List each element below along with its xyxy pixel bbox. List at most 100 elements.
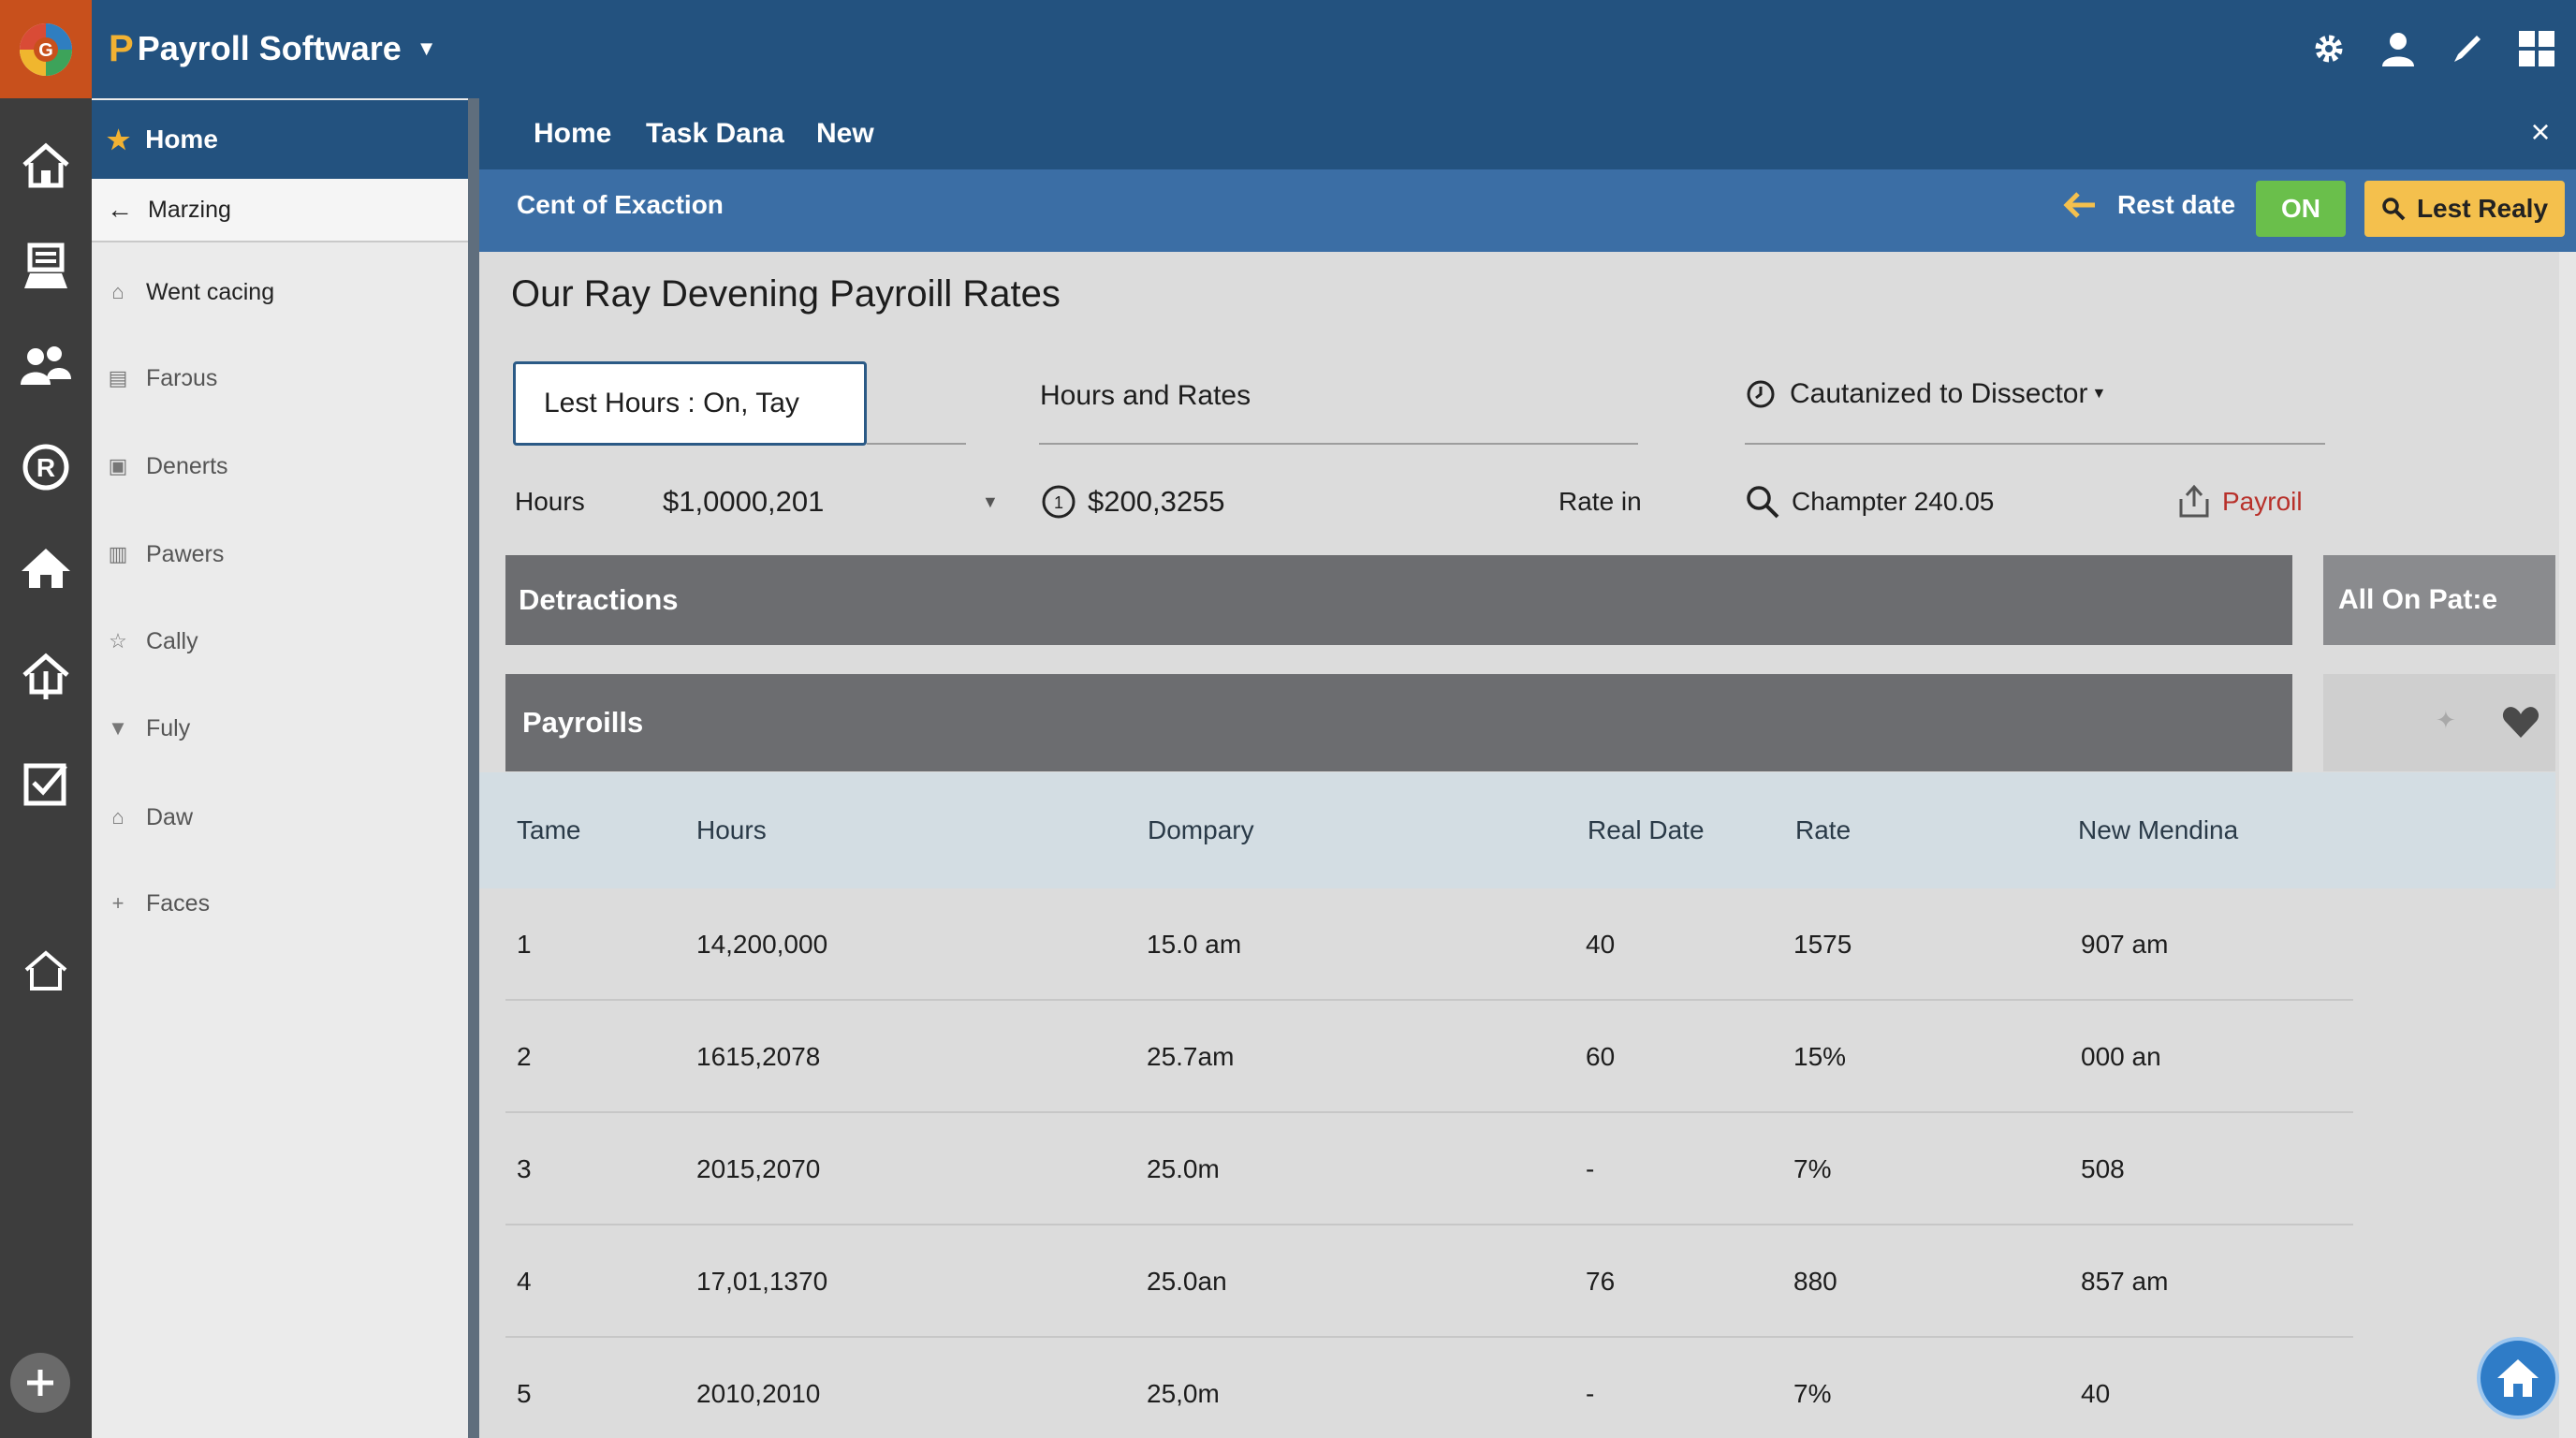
table-cell: 76 [1586, 1267, 1616, 1296]
home-fab-button[interactable] [2477, 1337, 2559, 1419]
close-icon[interactable]: × [2530, 112, 2551, 151]
app-logo-letter: P [109, 27, 134, 69]
chevron-down-icon[interactable]: ▼ [416, 37, 437, 60]
table-row[interactable]: 5 2010,2010 25,0m - 7% 40 [479, 1338, 2555, 1438]
sidebar-item-label: Cally [146, 627, 198, 654]
table-cell: 5 [517, 1379, 532, 1408]
favorite-panel: ✦ [2323, 674, 2555, 771]
customized-dropdown[interactable]: Cautanized to Dissector ▼ [1745, 378, 2106, 410]
home-icon[interactable] [16, 136, 76, 196]
lest-realy-button[interactable]: Lest Realy [2364, 181, 2565, 237]
sidebar-item-marzing[interactable]: ← Marzing [92, 179, 468, 242]
sidebar-item-label: Went cacing [146, 278, 275, 305]
table-header: Tame Hours Dompary Real Date Rate New Me… [479, 772, 2555, 888]
app-logo[interactable]: G [0, 0, 92, 98]
sparkle-icon[interactable]: ✦ [2436, 706, 2456, 734]
sidebar-item-home[interactable]: ★ Home [92, 100, 468, 179]
table-cell: - [1586, 1379, 1595, 1408]
gear-icon[interactable] [2308, 21, 2349, 77]
sidebar-item-label: Farɔus [146, 364, 218, 391]
search-icon [2382, 198, 2406, 221]
chevron-down-icon[interactable]: ▼ [982, 492, 999, 511]
table-cell: 15.0 am [1147, 930, 1242, 959]
clock-icon [1747, 380, 1775, 408]
rest-date-label: Rest date [2117, 190, 2236, 219]
svg-text:1: 1 [1054, 493, 1063, 512]
all-on-page-button[interactable]: All On Pat:e [2323, 555, 2555, 645]
table-cell: 000 an [2081, 1042, 2161, 1071]
customized-label: Cautanized to Dissector [1790, 378, 2088, 409]
table-cell: 17,01,1370 [696, 1267, 828, 1296]
tab-new[interactable]: New [816, 118, 874, 149]
column-header-dompary[interactable]: Dompary [1148, 815, 1254, 844]
table-cell: 7% [1793, 1154, 1832, 1183]
table-cell: 7% [1793, 1379, 1832, 1408]
svg-text:R: R [37, 453, 55, 482]
heart-icon[interactable] [2501, 704, 2540, 740]
sidebar-item-pawers[interactable]: ▥ Pawers [92, 526, 468, 582]
table-row[interactable]: 1 14,200,000 15.0 am 40 1575 907 am [479, 888, 2555, 1001]
lest-hours-filter[interactable]: Lest Hours : On, Tay [513, 361, 867, 446]
payrolls-section-header[interactable]: Payroills [505, 674, 2292, 771]
report-icon[interactable] [16, 237, 76, 297]
column-header-real-date[interactable]: Real Date [1588, 815, 1705, 844]
scrollbar-track[interactable] [2559, 252, 2576, 1438]
table-cell: 60 [1586, 1042, 1616, 1071]
registered-icon[interactable]: R [16, 437, 76, 497]
table-cell: 3 [517, 1154, 532, 1183]
chapter-search[interactable]: Champter 240.05 [1745, 483, 1994, 521]
grid-icon[interactable] [2516, 21, 2557, 77]
payroll-link-label: Payroil [2222, 487, 2303, 516]
column-header-tame[interactable]: Tame [517, 815, 581, 844]
pen-icon[interactable] [2447, 21, 2488, 77]
sidebar-item-label: Denerts [146, 452, 228, 479]
sidebar-item-denerts[interactable]: ▣ Denerts [92, 438, 468, 494]
add-icon[interactable] [10, 1353, 70, 1413]
checkbox-icon[interactable] [16, 754, 76, 814]
user-icon[interactable] [2378, 21, 2419, 77]
sidebar-item-faces[interactable]: + Faces [92, 875, 468, 932]
hours-value-select[interactable]: $1,0000,201 [663, 483, 824, 521]
table-row[interactable]: 3 2015,2070 25.0m - 7% 508 [479, 1113, 2555, 1225]
amount-value: $200,3255 [1088, 485, 1225, 518]
sidebar-item-farous[interactable]: ▤ Farɔus [92, 350, 468, 406]
payroll-table: Tame Hours Dompary Real Date Rate New Me… [479, 772, 2555, 1438]
detractions-section-header[interactable]: Detractions [505, 555, 2292, 645]
building-icon[interactable] [16, 538, 76, 598]
star-icon: ★ [107, 125, 131, 154]
table-row[interactable]: 2 1615,2078 25.7am 60 15% 000 an [479, 1001, 2555, 1113]
tab-home[interactable]: Home [534, 118, 612, 149]
svg-text:G: G [38, 40, 53, 61]
house-icon: ⌂ [111, 805, 124, 829]
hours-rates-filter[interactable]: Hours and Rates [1040, 380, 1251, 411]
arrow-left-icon [2063, 192, 2095, 218]
house-upload-icon[interactable] [16, 646, 76, 706]
arrow-left-icon: ← [107, 195, 133, 224]
sidebar-item-daw[interactable]: ⌂ Daw [92, 789, 468, 845]
column-header-hours[interactable]: Hours [696, 815, 767, 844]
table-cell: 880 [1793, 1267, 1837, 1296]
sidebar-item-went-cacing[interactable]: ⌂ Went cacing [92, 264, 468, 320]
lock-icon: ▣ [108, 454, 128, 477]
amount-field: 1 $200,3255 [1041, 483, 1225, 521]
app-title[interactable]: P Payroll Software ▼ [109, 24, 437, 73]
timer-icon: 1 [1042, 485, 1076, 519]
home-outline-icon[interactable] [16, 941, 76, 1001]
table-cell: - [1586, 1154, 1595, 1183]
column-header-new-mendina[interactable]: New Mendina [2078, 815, 2239, 844]
logo-icon: G [20, 22, 72, 76]
sidebar-item-fuly[interactable]: ▼ Fuly [92, 700, 468, 756]
sidebar-item-cally[interactable]: ☆ Cally [92, 613, 468, 669]
table-cell: 857 am [2081, 1267, 2169, 1296]
payroll-link[interactable]: Payroil [2177, 483, 2303, 521]
table-cell: 14,200,000 [696, 930, 828, 959]
rest-date-button[interactable]: Rest date [2063, 190, 2235, 220]
table-row[interactable]: 4 17,01,1370 25.0an 76 880 857 am [479, 1225, 2555, 1338]
tab-task-dana[interactable]: Task Dana [646, 118, 784, 149]
on-toggle-button[interactable]: ON [2256, 181, 2346, 237]
hours-value: $1,0000,201 [663, 485, 825, 518]
column-header-rate[interactable]: Rate [1795, 815, 1852, 844]
chevron-down-icon: ▼ [2091, 386, 2107, 402]
users-icon[interactable] [16, 337, 76, 397]
table-cell: 1575 [1793, 930, 1852, 959]
